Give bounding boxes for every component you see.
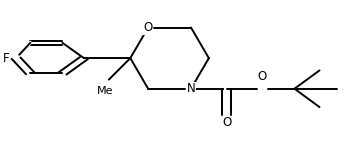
Text: Me: Me (97, 86, 114, 96)
Text: O: O (258, 70, 267, 83)
Text: N: N (187, 82, 195, 95)
Text: O: O (144, 21, 153, 34)
Text: O: O (222, 116, 231, 129)
Text: F: F (3, 52, 10, 65)
